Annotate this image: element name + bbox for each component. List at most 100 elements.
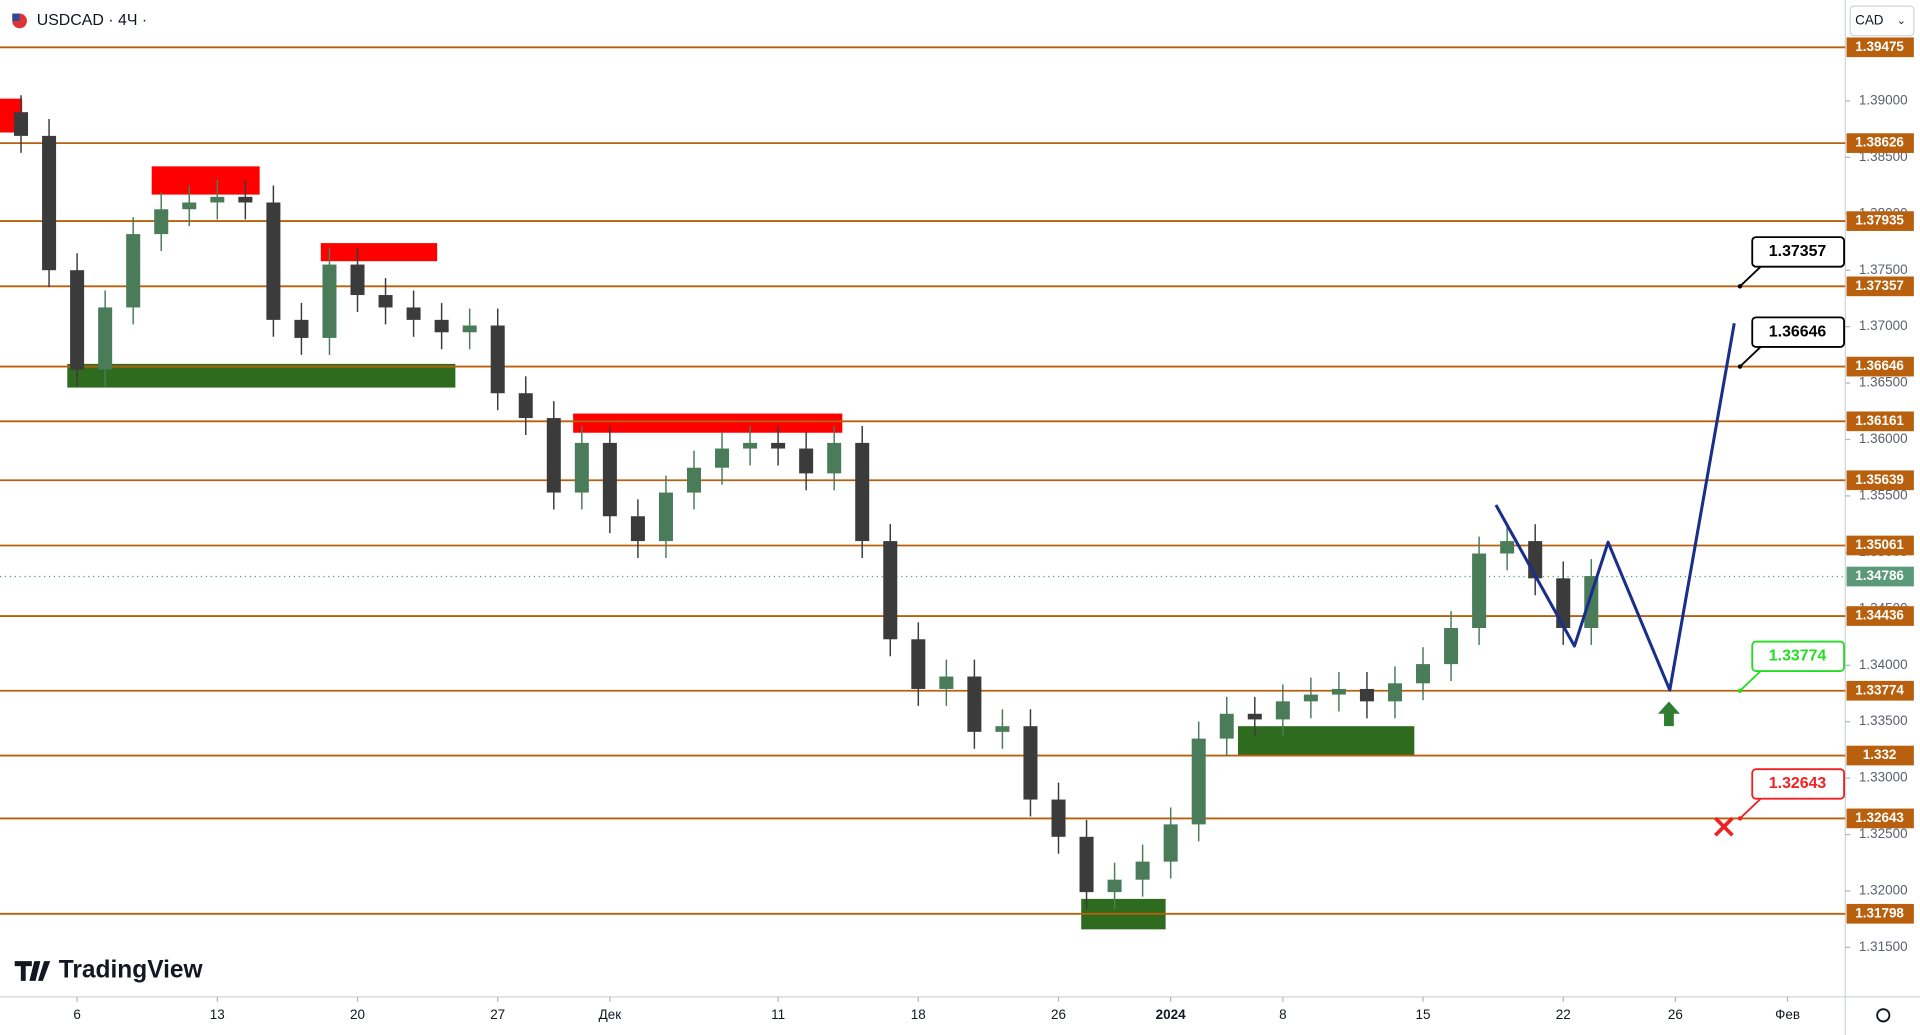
x-tick-label: 6 [73,1007,80,1022]
candle-body [1219,713,1234,739]
last-price-box [1846,566,1914,587]
callout-pointer [1739,795,1764,820]
candle-body [1107,879,1122,893]
candle-body [322,264,337,338]
currency-button[interactable] [1849,5,1915,37]
level-label-box [1846,37,1914,58]
callout-box [1751,236,1845,268]
candle-body [911,639,926,689]
candle-body [1416,664,1431,684]
y-tick-label: 1.32000 [1859,883,1908,898]
candle-body [1079,836,1094,893]
candle-body [154,209,169,235]
candle-body [630,516,645,542]
x-tick-label: 18 [911,1007,926,1022]
candle-body [1500,541,1515,554]
level-label: 1.34436 [1855,608,1904,623]
level-label: 1.36161 [1855,413,1904,428]
callout-pointer [1739,667,1764,692]
candle-body [490,325,505,394]
x-tick-label: 2024 [1156,1007,1186,1022]
x-tick-label: 22 [1556,1007,1571,1022]
level-label-box [1846,680,1914,701]
candle-body [518,393,533,419]
candle-body [70,270,85,370]
x-tick-label: 11 [771,1007,785,1022]
x-tick-label: Фев [1775,1007,1800,1022]
buy-arrow [1657,701,1680,727]
candle-body [1444,627,1459,665]
x-tick-label: 26 [1051,1007,1066,1022]
candle-body [1331,688,1346,695]
level-label: 1.33774 [1855,682,1904,697]
candle-body [1247,713,1262,720]
candle-body [799,448,814,474]
candle-body [1584,576,1599,628]
level-label: 1.39475 [1855,39,1904,54]
candle-body [743,442,758,449]
candle-body [855,442,870,542]
candle-body [715,448,730,468]
x-tick-label: 13 [210,1007,225,1022]
candle-body [883,541,898,640]
currency[interactable]: CAD [1855,12,1884,27]
logo-icon [14,961,51,981]
callout-pointer [1739,343,1764,368]
y-tick-label: 1.39000 [1859,92,1908,107]
level-label: 1.38626 [1855,135,1904,150]
flag-canton [12,13,20,21]
y-tick-label: 1.37000 [1859,318,1908,333]
candle-body [1556,578,1571,628]
projection-path [1494,322,1736,692]
x-tick-label: 27 [490,1007,505,1022]
candle-body [462,325,477,333]
symbol: USDCAD · 4Ч · [37,12,147,29]
x-tick-label: 20 [350,1007,365,1022]
candle-body [658,492,673,542]
callout-dot [1737,816,1743,821]
level-label-box [1846,535,1914,556]
level-label: 1.332 [1863,747,1897,762]
y-tick-label: 1.37500 [1859,262,1908,277]
candle-body [434,319,449,333]
candle-body [1135,861,1150,880]
y-tick-label: 1.32500 [1859,826,1908,841]
level-label-box [1846,470,1914,491]
candle-body [574,442,589,493]
level-label-box [1846,606,1914,626]
candle-body [238,196,253,203]
level-label-box [1846,276,1914,297]
demand-zone [67,363,456,388]
candle-body [42,135,57,271]
level-label-box [1846,411,1914,432]
callout-label: 1.36646 [1769,323,1827,340]
level-label-box [1846,133,1914,153]
candle-body [1191,738,1206,825]
candle-body [1359,688,1374,702]
supply-zone [320,243,438,262]
level-label-box [1846,808,1914,829]
x-tick-label: 26 [1668,1007,1683,1022]
candle-body [1472,553,1487,628]
candle-body [1275,701,1290,720]
candle-body [98,307,113,370]
candle-body [126,234,141,308]
callout-box [1751,316,1845,348]
y-tick-label: 1.33500 [1859,713,1908,728]
y-tick-label: 1.33000 [1859,770,1908,785]
y-tick-label: 1.36500 [1859,375,1908,390]
candle-body [378,295,393,308]
candle-body [1023,726,1038,800]
candle-body [1387,683,1402,702]
plot: 1.31500 1.32000 1.32500 1.33000 1.33500 1.340… [0,37,1914,1022]
candle-body [182,202,197,210]
x-tick-label: 8 [1279,1007,1286,1022]
settings-icon[interactable] [1876,1008,1891,1023]
level-label-box [1846,903,1914,924]
level-label: 1.35639 [1855,472,1904,487]
candle-body [939,676,954,689]
supply-zone [151,166,260,195]
level-label-box [1846,356,1914,377]
